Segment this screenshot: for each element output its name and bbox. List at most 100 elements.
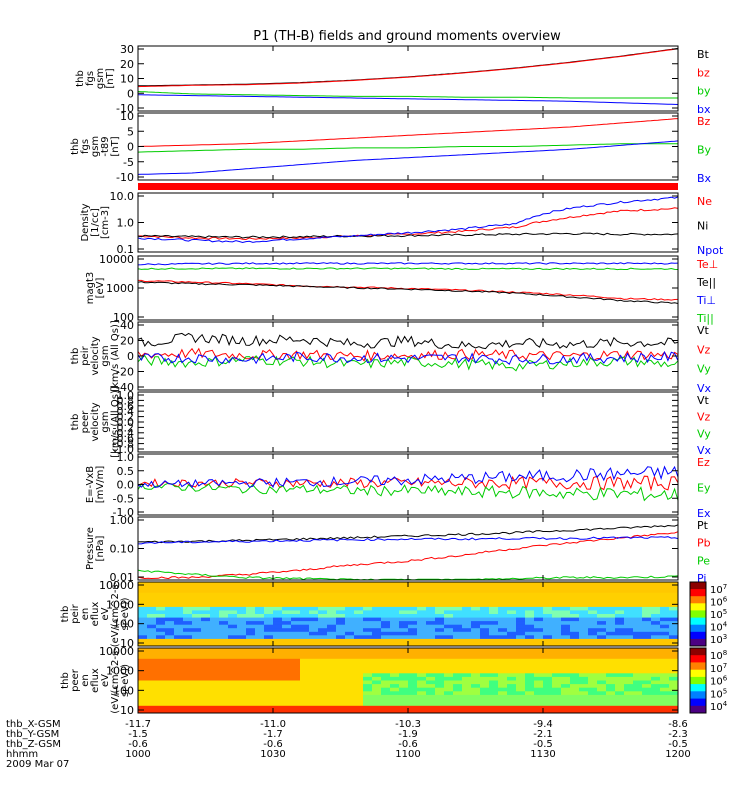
heatmap-cell <box>336 698 346 703</box>
y-axis-label-line: E=-VxB <box>85 466 96 503</box>
heatmap-cell <box>309 599 319 604</box>
heatmap-cell <box>381 610 391 615</box>
heatmap-cell <box>300 687 310 692</box>
heatmap-cell <box>570 698 580 703</box>
heatmap-cell <box>489 631 499 636</box>
heatmap-cell <box>408 599 418 604</box>
heatmap-cell <box>561 596 571 601</box>
heatmap-cell <box>579 621 589 626</box>
heatmap-cell <box>309 666 319 671</box>
heatmap-cell <box>471 624 481 629</box>
heatmap-cell <box>606 698 616 703</box>
heatmap-cell <box>480 638 490 643</box>
heatmap-cell <box>318 596 328 601</box>
heatmap-cell <box>543 666 553 671</box>
heatmap-cell <box>471 655 481 660</box>
heatmap-cell <box>498 585 508 590</box>
colorbar-tick: 108 <box>710 649 727 662</box>
heatmap-cell <box>534 648 544 653</box>
heatmap-cell <box>606 638 616 643</box>
heatmap-cell <box>318 635 328 640</box>
heatmap-cell <box>579 628 589 633</box>
heatmap-cell <box>651 680 661 685</box>
heatmap-cell <box>336 617 346 622</box>
heatmap-cell <box>210 614 220 619</box>
heatmap-cell <box>156 673 166 678</box>
heatmap-cell <box>606 635 616 640</box>
heatmap-cell <box>147 676 157 681</box>
heatmap-cell <box>192 648 202 653</box>
heatmap-cell <box>372 631 382 636</box>
heatmap-cell <box>381 658 391 663</box>
heatmap-cell <box>237 673 247 678</box>
y-axis-label-line: [cm-3] <box>100 206 111 239</box>
heatmap-cell <box>480 624 490 629</box>
heatmap-cell <box>273 592 283 597</box>
heatmap-cell <box>273 655 283 660</box>
heatmap-cell <box>264 662 274 667</box>
heatmap-cell <box>633 624 643 629</box>
heatmap-cell <box>471 599 481 604</box>
heatmap-cell <box>246 651 256 656</box>
y-axis-label-line: en <box>80 674 91 687</box>
heatmap-cell <box>390 596 400 601</box>
heatmap-cell <box>489 691 499 696</box>
heatmap-cell <box>309 596 319 601</box>
heatmap-cell <box>264 680 274 685</box>
heatmap-cell <box>579 676 589 681</box>
legend-label: by <box>697 85 711 98</box>
heatmap-cell <box>516 631 526 636</box>
heatmap-cell <box>264 651 274 656</box>
heatmap-cell <box>525 684 535 689</box>
heatmap-cell <box>570 666 580 671</box>
heatmap-cell <box>534 610 544 615</box>
heatmap-cell <box>336 673 346 678</box>
heatmap-cell <box>426 624 436 629</box>
heatmap-cell <box>633 694 643 699</box>
heatmap-cell <box>219 680 229 685</box>
heatmap-cell <box>246 691 256 696</box>
heatmap-cell <box>570 606 580 611</box>
heatmap-cell <box>165 698 175 703</box>
heatmap-cell <box>147 621 157 626</box>
heatmap-cell <box>669 589 679 594</box>
panel-frame <box>137 112 679 181</box>
heatmap-cell <box>201 638 211 643</box>
heatmap-cell <box>615 684 625 689</box>
heatmap-cell <box>282 680 292 685</box>
heatmap-cell <box>408 694 418 699</box>
y-axis-label-line: gsm <box>100 411 111 432</box>
heatmap-cell <box>444 669 454 674</box>
heatmap-cell <box>588 638 598 643</box>
heatmap-cell <box>651 624 661 629</box>
heatmap-cell <box>426 585 436 590</box>
heatmap-cell <box>318 694 328 699</box>
heatmap-cell <box>471 606 481 611</box>
heatmap-cell <box>183 603 193 608</box>
heatmap-cell <box>444 582 454 587</box>
heatmap-cell <box>165 599 175 604</box>
heatmap-cell <box>138 621 148 626</box>
heatmap-cell <box>147 680 157 685</box>
heatmap-cell <box>228 603 238 608</box>
heatmap-cell <box>561 582 571 587</box>
heatmap-cell <box>174 638 184 643</box>
heatmap-cell <box>147 662 157 667</box>
heatmap-cell <box>363 596 373 601</box>
heatmap-cell <box>435 589 445 594</box>
heatmap-cell <box>174 631 184 636</box>
y-tick-label: 1000 <box>106 665 134 678</box>
heatmap-cell <box>525 691 535 696</box>
heatmap-cell <box>264 687 274 692</box>
heatmap-cell <box>399 680 409 685</box>
heatmap-cell <box>606 680 616 685</box>
heatmap-cell <box>192 694 202 699</box>
heatmap-cell <box>138 691 148 696</box>
heatmap-cell <box>498 691 508 696</box>
heatmap-cell <box>606 621 616 626</box>
heatmap-cell <box>462 628 472 633</box>
heatmap-cell <box>624 621 634 626</box>
heatmap-cell <box>246 680 256 685</box>
heatmap-cell <box>363 582 373 587</box>
y-tick-label: 0.2 <box>117 411 135 424</box>
